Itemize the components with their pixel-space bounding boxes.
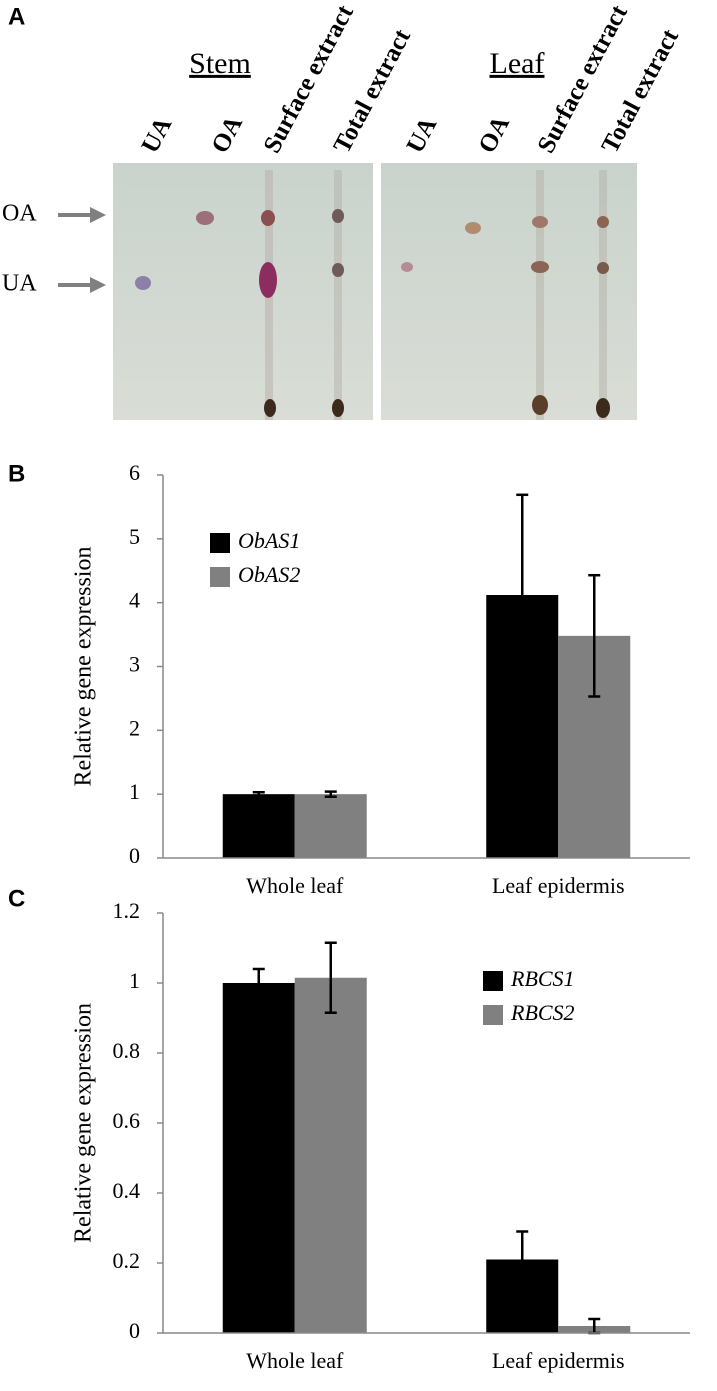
marker-label: OA — [2, 201, 37, 227]
spot — [135, 276, 151, 290]
panel-label: C — [8, 885, 25, 912]
y-tick-label: 0.8 — [113, 1038, 141, 1063]
y-tick-label: 1.2 — [113, 898, 141, 923]
x-tick-label: Whole leaf — [246, 1348, 344, 1373]
spot — [401, 262, 413, 272]
y-tick-label: 3 — [129, 652, 140, 677]
y-axis-label: Relative gene expression — [71, 547, 97, 787]
y-tick-label: 4 — [129, 588, 140, 613]
lane-streak — [599, 170, 607, 420]
arrow-head — [90, 207, 106, 223]
legend-label: RBCS2 — [510, 1000, 575, 1025]
spot — [596, 398, 610, 418]
tlc-plates — [58, 163, 637, 420]
legend-swatch — [210, 533, 230, 553]
y-tick-label: 0 — [129, 1318, 140, 1343]
lane-label: UA — [402, 113, 443, 158]
legend-swatch — [483, 1005, 503, 1025]
spot — [261, 210, 275, 226]
spot — [196, 211, 214, 225]
bar — [222, 794, 295, 858]
y-tick-label: 1 — [129, 779, 140, 804]
tlc-plate — [381, 163, 637, 420]
spot — [332, 399, 344, 417]
y-axis-label: Relative gene expression — [71, 1003, 97, 1243]
bar — [222, 983, 295, 1333]
lane-label: UA — [137, 113, 178, 158]
spot — [532, 395, 548, 415]
legend-label: ObAS2 — [238, 562, 300, 587]
lane-streak — [334, 170, 342, 420]
group-label: Stem — [189, 47, 251, 80]
y-tick-label: 2 — [129, 715, 140, 740]
spot — [597, 262, 609, 274]
x-tick-label: Whole leaf — [246, 873, 344, 898]
legend-swatch — [210, 567, 230, 587]
spot — [531, 261, 549, 273]
legend-label: RBCS1 — [510, 966, 575, 991]
y-tick-label: 0 — [129, 843, 140, 868]
y-tick-label: 0.6 — [113, 1108, 141, 1133]
spot — [597, 216, 609, 228]
spot — [259, 262, 277, 298]
y-tick-label: 1 — [129, 968, 140, 993]
legend-swatch — [483, 971, 503, 991]
tlc-plate — [113, 163, 373, 420]
spot — [332, 263, 344, 277]
panel-label: B — [8, 460, 25, 487]
arrow-head — [90, 277, 106, 293]
x-tick-label: Leaf epidermis — [492, 873, 625, 898]
lane-label: OA — [474, 112, 515, 158]
y-tick-label: 0.4 — [113, 1178, 141, 1203]
group-label: Leaf — [490, 47, 545, 80]
y-tick-label: 0.2 — [113, 1248, 141, 1273]
spot — [465, 222, 481, 234]
spot — [332, 209, 344, 223]
legend-label: ObAS1 — [238, 528, 300, 553]
y-tick-label: 6 — [129, 460, 140, 485]
lane-streak — [536, 170, 544, 420]
bar — [294, 977, 367, 1333]
x-tick-label: Leaf epidermis — [492, 1348, 625, 1373]
bar — [294, 794, 367, 858]
marker-label: UA — [2, 271, 37, 297]
spot — [264, 399, 276, 417]
spot — [532, 216, 548, 228]
lane-label: OA — [207, 112, 248, 158]
panel-label: A — [8, 3, 25, 30]
y-tick-label: 5 — [129, 524, 140, 549]
